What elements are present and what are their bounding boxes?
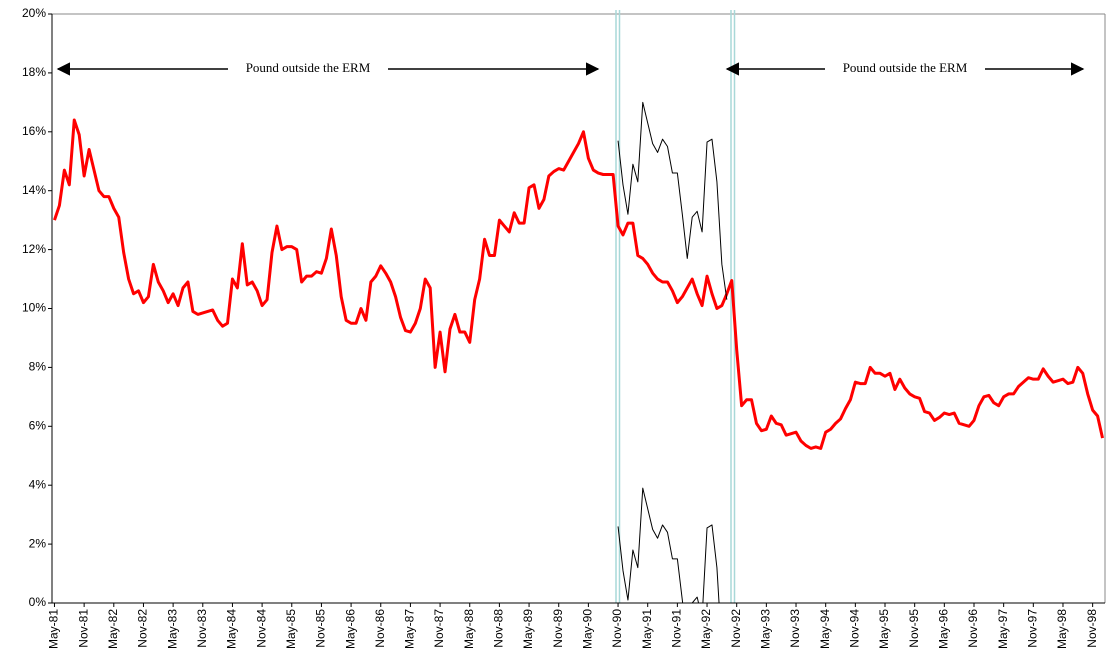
x-tick-label: May-85 xyxy=(284,609,298,649)
x-tick-label: Nov-84 xyxy=(254,609,268,648)
y-tick-label: 14% xyxy=(22,183,46,197)
x-tick-label: Nov-85 xyxy=(314,609,328,648)
x-tick-label: Nov-93 xyxy=(788,609,802,648)
y-tick-label: 20% xyxy=(22,6,46,20)
series-line xyxy=(617,487,720,603)
x-tick-label: Nov-89 xyxy=(551,609,565,648)
x-tick-label: Nov-81 xyxy=(76,609,90,648)
y-tick-label: 12% xyxy=(22,242,46,256)
x-tick-label: May-90 xyxy=(581,609,595,649)
x-tick-label: May-93 xyxy=(759,609,773,649)
lines xyxy=(53,101,1104,603)
x-tick-label: Nov-90 xyxy=(610,609,624,648)
x-tick-label: Nov-97 xyxy=(1025,609,1039,648)
x-tick-label: Nov-83 xyxy=(195,609,209,648)
x-tick-label: Nov-94 xyxy=(848,609,862,648)
y-tick-label: 8% xyxy=(29,360,47,374)
x-tick-label: May-83 xyxy=(165,609,179,649)
y-tick-label: 0% xyxy=(29,595,47,609)
x-tick-label: Nov-87 xyxy=(432,609,446,648)
x-tick-label: May-98 xyxy=(1055,609,1069,649)
x-tick-label: May-91 xyxy=(640,609,654,649)
annotation: Pound outside the ERM xyxy=(843,60,968,75)
x-tick-label: May-89 xyxy=(521,609,535,649)
x-tick-label: May-97 xyxy=(996,609,1010,649)
x-tick-label: Nov-82 xyxy=(136,609,150,648)
x-tick-label: May-82 xyxy=(106,609,120,649)
x-tick-label: May-86 xyxy=(343,609,357,649)
y-tick-label: 4% xyxy=(29,477,47,491)
x-tick-label: Nov-88 xyxy=(492,609,506,648)
x-tick-label: May-88 xyxy=(462,609,476,649)
x-tick-label: Nov-96 xyxy=(966,609,980,648)
annotation: Pound outside the ERM xyxy=(246,60,371,75)
x-tick-label: Nov-98 xyxy=(1085,609,1099,648)
y-tick-label: 2% xyxy=(29,536,47,550)
series-line xyxy=(617,101,728,300)
x-tick-label: May-95 xyxy=(877,609,891,649)
x-tick-label: Nov-91 xyxy=(670,609,684,648)
annotation-bg xyxy=(228,60,388,78)
x-tick-label: Nov-95 xyxy=(907,609,921,648)
series-line xyxy=(53,118,1104,450)
y-tick-label: 16% xyxy=(22,124,46,138)
y-tick-label: 6% xyxy=(29,418,47,432)
x-tick-label: May-92 xyxy=(699,609,713,649)
x-tick-label: May-87 xyxy=(403,609,417,649)
annotation-bg xyxy=(825,60,985,78)
x-tick-label: Nov-92 xyxy=(729,609,743,648)
x-tick-label: May-94 xyxy=(818,609,832,649)
y-tick-label: 18% xyxy=(22,65,46,79)
x-tick-label: May-81 xyxy=(47,609,61,649)
x-tick-label: May-96 xyxy=(937,609,951,649)
y-tick-label: 10% xyxy=(22,301,46,315)
x-tick-label: May-84 xyxy=(225,609,239,649)
x-tick-label: Nov-86 xyxy=(373,609,387,648)
